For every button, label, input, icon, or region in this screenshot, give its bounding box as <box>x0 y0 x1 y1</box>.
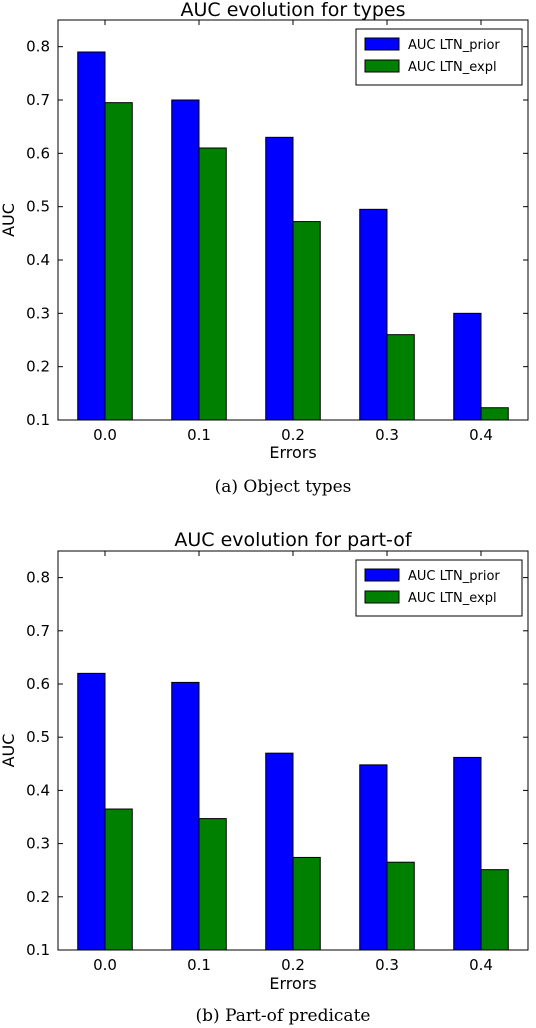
chart2-xtick-label-1: 0.1 <box>187 956 211 974</box>
chart2-x-axis-label: Errors <box>269 974 316 993</box>
chart2-bar-expl-3 <box>386 861 415 951</box>
chart1-y-axis-label: AUC <box>0 203 18 237</box>
chart1-bar-prior-4 <box>453 312 482 421</box>
chart2-ytick-label-1: 0.2 <box>26 888 50 906</box>
chart1-bar-expl-1 <box>198 147 227 421</box>
chart1-legend-swatch-1 <box>364 59 400 73</box>
chart2-ytick-label-0: 0.1 <box>26 941 50 959</box>
chart2-xtick-label-4: 0.4 <box>469 956 493 974</box>
chart1-bar-expl-0 <box>104 102 133 421</box>
chart1-bar-prior-2 <box>265 136 294 421</box>
chart2-legend-label-1: AUC LTN_expl <box>408 591 497 606</box>
chart1-xtick-label-4: 0.4 <box>469 426 493 444</box>
chart2-ytick-label-4: 0.5 <box>26 728 50 746</box>
chart1-ytick-label-7: 0.8 <box>26 38 50 56</box>
chart1-ytick-label-6: 0.7 <box>26 91 50 109</box>
chart2-bar-expl-0 <box>104 808 133 951</box>
chart1-ytick-label-4: 0.5 <box>26 198 50 216</box>
chart1-ytick-label-1: 0.2 <box>26 358 50 376</box>
chart1-x-axis-label: Errors <box>269 443 316 462</box>
chart1-legend-label-0: AUC LTN_prior <box>408 38 500 53</box>
chart1-ytick-label-2: 0.3 <box>26 304 50 322</box>
chart1-caption: (a) Object types <box>215 477 352 497</box>
chart2-bar-prior-2 <box>265 752 294 951</box>
chart2-bar-expl-1 <box>198 818 227 951</box>
chart2-xtick-label-0: 0.0 <box>93 956 117 974</box>
chart2-bar-expl-4 <box>480 869 509 951</box>
chart2-ytick-label-7: 0.8 <box>26 569 50 587</box>
chart2-bar-prior-0 <box>77 672 106 951</box>
chart1-ytick-label-5: 0.6 <box>26 144 50 162</box>
chart2-ytick-label-2: 0.3 <box>26 835 50 853</box>
chart1-bar-prior-1 <box>171 99 200 421</box>
chart2-xtick-label-2: 0.2 <box>281 956 305 974</box>
chart2-xtick-label-3: 0.3 <box>375 956 399 974</box>
chart1-ytick-label-3: 0.4 <box>26 251 50 269</box>
chart1-plot-frame <box>57 19 529 421</box>
chart1-bar-expl-4 <box>480 407 509 421</box>
chart2-title: AUC evolution for part-of <box>174 529 412 551</box>
chart1-xtick-label-2: 0.2 <box>281 426 305 444</box>
chart2-caption: (b) Part-of predicate <box>196 1006 371 1026</box>
chart2-bar-expl-2 <box>292 856 321 951</box>
chart1-legend-swatch-0 <box>364 37 400 51</box>
chart2-legend-swatch-0 <box>364 568 400 582</box>
chart2-bar-prior-4 <box>453 756 482 951</box>
chart1-xtick-label-1: 0.1 <box>187 426 211 444</box>
chart2-legend-swatch-1 <box>364 590 400 604</box>
chart1-xtick-label-0: 0.0 <box>93 426 117 444</box>
chart1-ytick-label-0: 0.1 <box>26 411 50 429</box>
chart2-y-axis-label: AUC <box>0 734 18 768</box>
chart2-legend-label-0: AUC LTN_prior <box>408 569 500 584</box>
chart1-xtick-label-3: 0.3 <box>375 426 399 444</box>
chart1-bar-expl-2 <box>292 221 321 421</box>
chart2-bar-prior-3 <box>359 764 388 951</box>
chart1-title: AUC evolution for types <box>180 0 405 21</box>
chart2-ytick-label-3: 0.4 <box>26 781 50 799</box>
chart2-ytick-label-6: 0.7 <box>26 622 50 640</box>
chart2-plot-frame <box>57 550 529 951</box>
chart1-legend-label-1: AUC LTN_expl <box>408 60 497 75</box>
chart1-bar-prior-3 <box>359 208 388 421</box>
chart2-bar-prior-1 <box>171 681 200 951</box>
chart1-bar-expl-3 <box>386 334 415 421</box>
chart1-bar-prior-0 <box>77 51 106 421</box>
chart2-ytick-label-5: 0.6 <box>26 675 50 693</box>
